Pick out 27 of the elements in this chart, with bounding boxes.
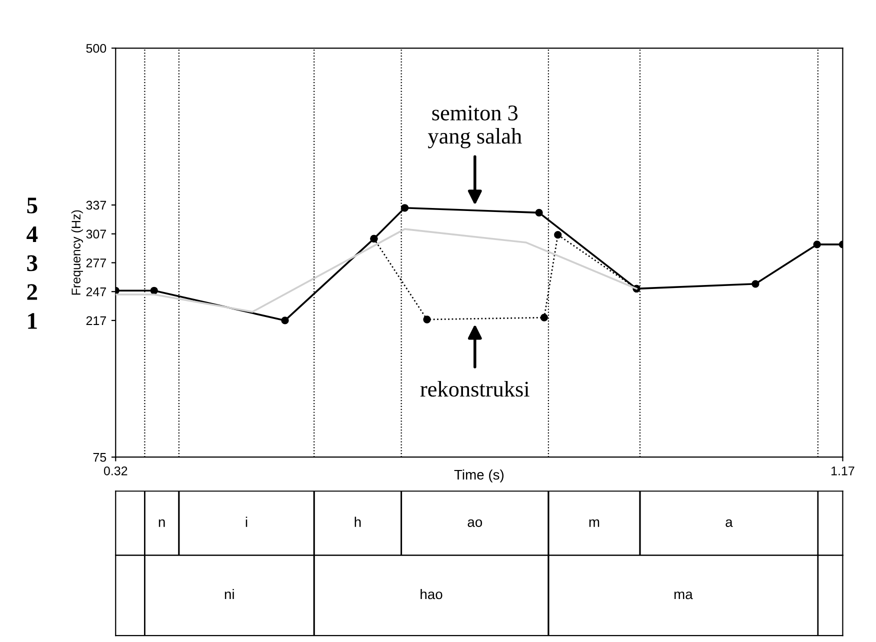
y-tick-label: 217: [86, 316, 106, 325]
text: m: [589, 519, 600, 527]
text: n: [158, 519, 165, 527]
text: hao: [420, 588, 442, 600]
y-axis-title: Frequency (Hz): [71, 210, 83, 295]
text: ao: [468, 519, 482, 527]
text: ma: [674, 592, 693, 600]
y2-tick-label: 5: [27, 198, 38, 214]
text: i: [246, 516, 248, 527]
y-tick-label: 247: [86, 287, 106, 296]
x-axis-title: Time (s): [454, 469, 504, 482]
annotation: semiton 3 yang salah: [428, 106, 522, 148]
annotation: rekonstruksi: [420, 381, 530, 397]
x-tick-label: 1.17: [832, 466, 854, 476]
x-tick-label: 0.32: [104, 466, 128, 476]
text: ni: [224, 588, 234, 600]
y2-tick-label: 3: [27, 255, 38, 272]
y2-tick-label: 1: [28, 313, 37, 329]
y2-tick-label: 2: [27, 284, 38, 300]
y-tick-label: 337: [86, 200, 106, 210]
y-tick-label: 75: [93, 453, 106, 462]
y-tick-label: 307: [86, 230, 106, 239]
text: h: [354, 516, 361, 527]
y-tick-label: 500: [86, 44, 106, 53]
y-tick-label: 277: [86, 258, 106, 268]
y2-tick-label: 4: [26, 226, 38, 242]
text: a: [726, 519, 733, 527]
